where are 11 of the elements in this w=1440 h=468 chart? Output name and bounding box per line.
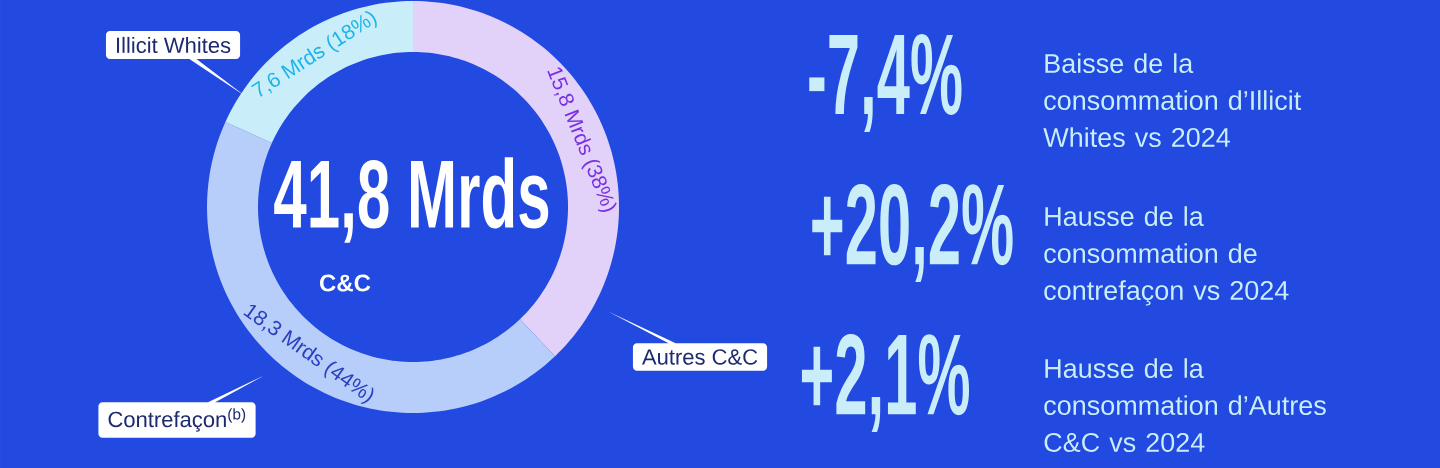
text: Baisse de la consommation d’Illicit Whites vs 2024 bbox=[1043, 53, 1302, 148]
slice-label: Autres C&C bbox=[641, 349, 758, 365]
text: -7,4% bbox=[809, 34, 962, 132]
text: Hausse de la consommation d’Autres C&C vs 2024 bbox=[1044, 358, 1326, 453]
text: 41,8 Mrds bbox=[274, 157, 549, 243]
slice-label: Contrefaçon$^{(b)}$ bbox=[108, 408, 246, 432]
text: Hausse de la consommation de contrefaçon vs 2024 bbox=[1044, 206, 1289, 306]
text: +2,1% bbox=[801, 333, 970, 433]
text: +20,2% bbox=[812, 183, 1013, 283]
text: C&C bbox=[320, 274, 371, 292]
slice-label: Illicit Whites bbox=[116, 36, 231, 54]
